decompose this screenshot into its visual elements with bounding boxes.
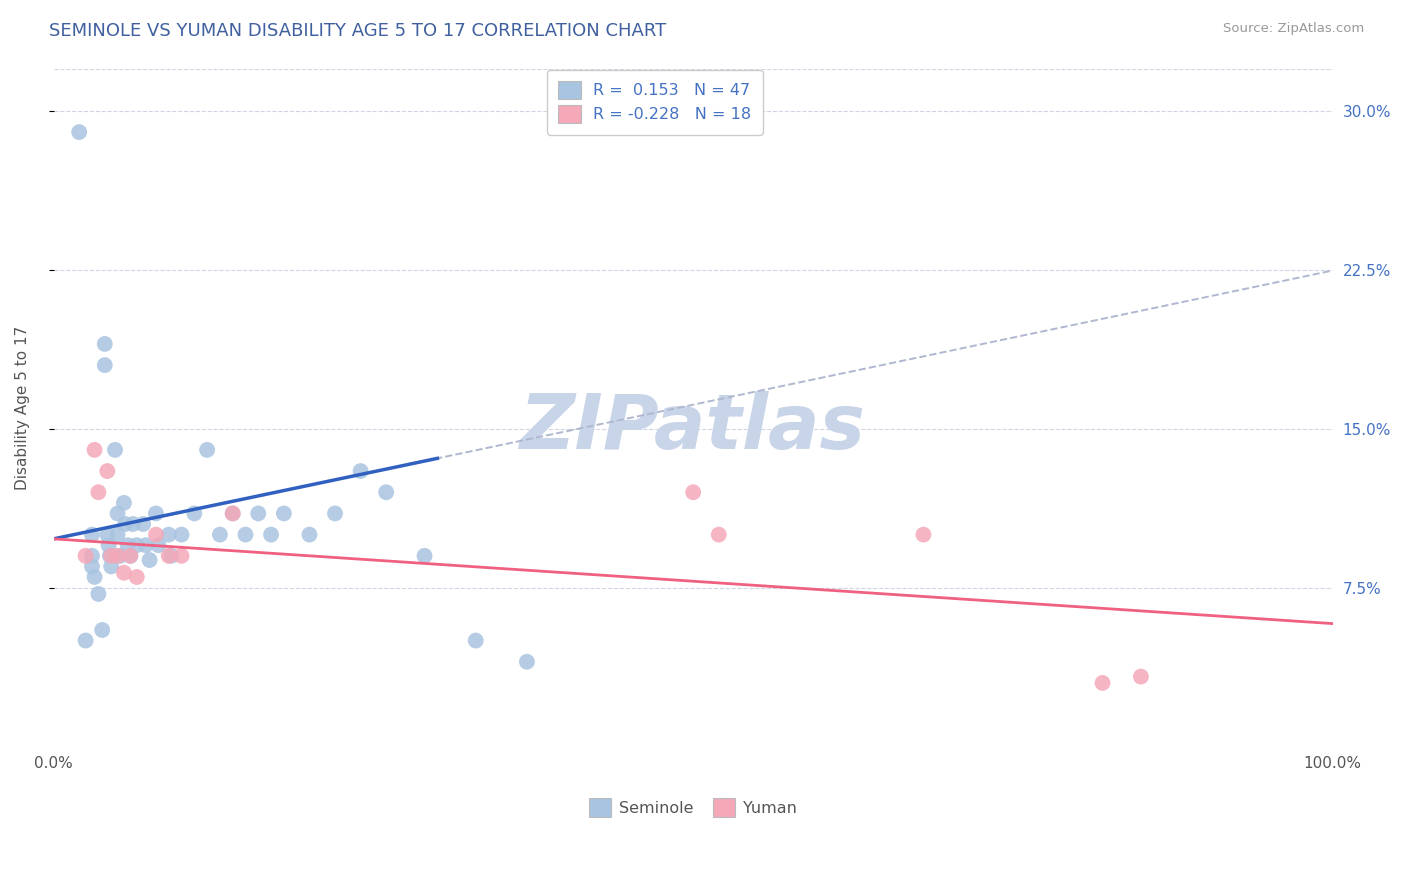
Point [145,507,167,521]
Point [87,587,110,601]
Point [125,570,148,584]
Point [98,549,121,563]
Point [107,527,129,541]
Point [247,507,270,521]
Point [1091,676,1114,690]
Point [222,507,245,521]
Point [375,485,398,500]
Text: Source: ZipAtlas.com: Source: ZipAtlas.com [1223,22,1364,36]
Point [183,507,205,521]
Point [516,655,538,669]
Point [160,549,183,563]
Point [96,464,118,478]
Point [108,549,131,563]
Point [87,485,110,500]
Point [125,538,148,552]
Point [135,538,157,552]
Point [94,358,117,372]
Point [117,538,139,552]
Point [100,549,122,563]
Point [91,623,114,637]
Point [170,549,193,563]
Point [138,553,160,567]
Point [80,549,103,563]
Point [114,516,136,531]
Point [222,507,245,521]
Point [235,527,257,541]
Point [107,549,129,563]
Point [80,527,103,541]
Point [323,507,346,521]
Point [208,527,231,541]
Point [157,527,180,541]
Point [260,527,283,541]
Point [122,516,145,531]
Point [97,538,120,552]
Point [120,549,142,563]
Point [145,527,167,541]
Point [112,496,135,510]
Point [464,633,486,648]
Point [157,549,180,563]
Point [75,633,97,648]
Point [107,507,129,521]
Point [75,549,97,563]
Point [67,125,90,139]
Point [100,559,122,574]
Point [96,527,118,541]
Point [132,516,155,531]
Point [195,442,218,457]
Point [80,559,103,574]
Point [682,485,704,500]
Point [148,538,170,552]
Point [170,527,193,541]
Point [94,337,117,351]
Point [912,527,935,541]
Point [413,549,436,563]
Point [1129,669,1152,683]
Point [349,464,371,478]
Text: ZIPatlas: ZIPatlas [520,391,866,465]
Point [298,527,321,541]
Y-axis label: Disability Age 5 to 17: Disability Age 5 to 17 [15,326,30,490]
Point [707,527,730,541]
Point [83,570,105,584]
Point [112,566,135,580]
Point [104,442,127,457]
Point [120,549,142,563]
Text: SEMINOLE VS YUMAN DISABILITY AGE 5 TO 17 CORRELATION CHART: SEMINOLE VS YUMAN DISABILITY AGE 5 TO 17… [49,22,666,40]
Point [273,507,295,521]
Point [83,442,105,457]
Legend: Seminole, Yuman: Seminole, Yuman [582,792,804,823]
